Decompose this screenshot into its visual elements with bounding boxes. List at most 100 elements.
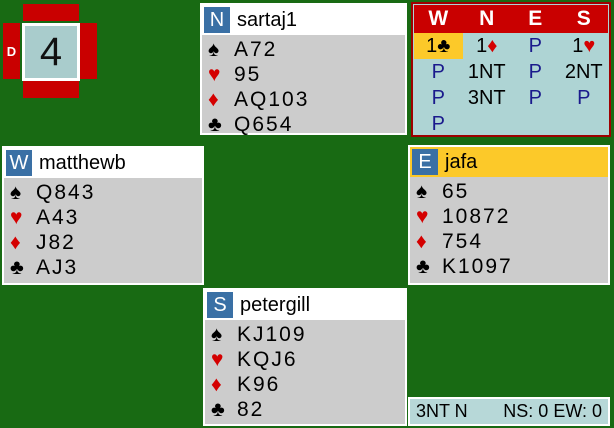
auction-header-west: W — [428, 7, 449, 30]
heart-icon: ♥ — [416, 204, 429, 228]
suit-row: ♥ 10872 — [416, 204, 608, 229]
diamond-icon: ♦ — [487, 34, 498, 57]
bid-label: P — [577, 86, 591, 109]
bid-cell: 1NT — [463, 59, 512, 85]
bid-label: 1 — [426, 34, 438, 57]
bid-cell: P — [414, 111, 463, 137]
hand-cards[interactable]: KQJ6 — [237, 347, 298, 371]
suit-row: ♣ 82 — [211, 397, 405, 422]
heart-icon: ♥ — [208, 62, 221, 86]
bid-cell: P — [414, 85, 463, 111]
club-icon: ♣ — [416, 254, 430, 278]
club-icon: ♣ — [10, 255, 24, 279]
hand-cards[interactable]: 65 — [442, 179, 470, 203]
suit-row: ♠ KJ109 — [211, 322, 405, 347]
heart-icon: ♥ — [10, 205, 23, 229]
bid-cell: 2NT — [560, 59, 609, 85]
suit-row: ♠ Q843 — [10, 180, 202, 205]
hand-cards[interactable]: AJ3 — [36, 255, 79, 279]
player-header-north: N sartaj1 — [202, 5, 405, 35]
player-name-south: petergill — [240, 293, 311, 316]
bid-label: P — [431, 86, 445, 109]
auction-header-south: S — [576, 7, 591, 30]
hand-cards[interactable]: 95 — [234, 62, 262, 86]
hand-cards[interactable]: K96 — [237, 372, 281, 396]
hand-north: ♠ A72 ♥ 95 ♦ AQ103 ♣ Q654 — [202, 35, 405, 137]
diamond-icon: ♦ — [211, 372, 222, 396]
hand-cards[interactable]: Q843 — [36, 180, 96, 204]
player-header-west: W matthewb — [4, 148, 202, 178]
hand-cards[interactable]: Q654 — [234, 112, 294, 136]
auction-box: W N E S 1 ♣ 1 ♦ P 1 ♥ P 1NT P 2NT P 3NT P P P — [411, 2, 611, 137]
hand-west: ♠ Q843 ♥ A43 ♦ J82 ♣ AJ3 — [4, 178, 202, 280]
bid-label: 1 — [572, 34, 584, 57]
auction-bids: 1 ♣ 1 ♦ P 1 ♥ P 1NT P 2NT P 3NT P P P — [414, 33, 608, 137]
status-bar: 3NT N NS: 0 EW: 0 — [408, 397, 610, 426]
bid-cell: P — [511, 59, 560, 85]
suit-row: ♣ AJ3 — [10, 255, 202, 280]
bid-cell: 1 ♦ — [463, 33, 512, 59]
player-name-west: matthewb — [39, 151, 126, 174]
hand-cards[interactable]: J82 — [36, 230, 76, 254]
suit-row: ♥ 95 — [208, 62, 405, 87]
diamond-icon: ♦ — [208, 87, 219, 111]
diamond-icon: ♦ — [416, 229, 427, 253]
seat-badge-south: S — [207, 292, 233, 318]
suit-row: ♥ KQJ6 — [211, 347, 405, 372]
spade-icon: ♠ — [211, 322, 223, 346]
contract-label: 3NT N — [416, 401, 468, 421]
bid-label: 3NT — [467, 86, 506, 109]
player-panel-west: W matthewb ♠ Q843 ♥ A43 ♦ J82 ♣ AJ3 — [2, 146, 204, 285]
heart-icon: ♥ — [583, 34, 596, 57]
hand-cards[interactable]: A43 — [36, 205, 80, 229]
suit-row: ♦ K96 — [211, 372, 405, 397]
hand-south: ♠ KJ109 ♥ KQJ6 ♦ K96 ♣ 82 — [205, 320, 405, 422]
hand-cards[interactable]: AQ103 — [234, 87, 310, 111]
bid-cell: P — [560, 85, 609, 111]
seat-badge-west: W — [6, 150, 32, 176]
bid-cell: P — [511, 33, 560, 59]
score-label: NS: 0 EW: 0 — [503, 401, 602, 421]
hand-cards[interactable]: 10872 — [442, 204, 511, 228]
player-header-east: E jafa — [410, 147, 608, 177]
auction-header-row: W N E S — [414, 5, 608, 33]
hand-cards[interactable]: 754 — [442, 229, 484, 253]
bid-label: P — [431, 60, 445, 83]
seat-badge-north: N — [204, 7, 230, 33]
suit-row: ♠ A72 — [208, 37, 405, 62]
hand-cards[interactable]: A72 — [234, 37, 278, 61]
diamond-icon: ♦ — [10, 230, 21, 254]
dealer-marker: D — [3, 23, 20, 79]
bid-label: 1NT — [467, 60, 506, 83]
board-edge-east — [80, 23, 97, 79]
bid-label: P — [528, 34, 542, 57]
suit-row: ♥ A43 — [10, 205, 202, 230]
hand-cards[interactable]: 82 — [237, 397, 265, 421]
suit-row: ♦ AQ103 — [208, 87, 405, 112]
bid-cell: P — [511, 85, 560, 111]
suit-row: ♣ K1097 — [416, 254, 608, 279]
seat-badge-east: E — [412, 149, 438, 175]
board-edge-north — [23, 4, 79, 21]
suit-row: ♦ J82 — [10, 230, 202, 255]
spade-icon: ♠ — [208, 37, 220, 61]
bid-cell: 1 ♥ — [560, 33, 609, 59]
auction-header-east: E — [528, 7, 543, 30]
hand-cards[interactable]: K1097 — [442, 254, 513, 278]
hand-cards[interactable]: KJ109 — [237, 322, 307, 346]
dealer-label: D — [6, 43, 17, 59]
spade-icon: ♠ — [10, 180, 22, 204]
player-name-east: jafa — [445, 150, 478, 173]
spade-icon: ♠ — [416, 179, 428, 203]
bid-cell: P — [414, 59, 463, 85]
board-indicator: D 4 — [3, 4, 97, 98]
bid-label: P — [431, 112, 445, 135]
player-panel-south: S petergill ♠ KJ109 ♥ KQJ6 ♦ K96 ♣ 82 — [203, 288, 407, 426]
board-number: 4 — [22, 23, 80, 81]
board-edge-south — [23, 81, 79, 98]
bid-cell: 3NT — [463, 85, 512, 111]
suit-row: ♠ 65 — [416, 179, 608, 204]
club-icon: ♣ — [211, 397, 225, 421]
heart-icon: ♥ — [211, 347, 224, 371]
